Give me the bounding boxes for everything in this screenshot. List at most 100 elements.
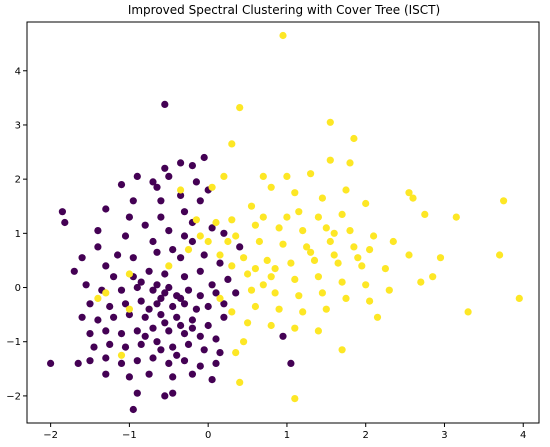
x-tick-label: −2 bbox=[43, 430, 58, 441]
scatter-point-series-1-77 bbox=[338, 346, 346, 354]
scatter-point-series-1-0 bbox=[279, 31, 287, 40]
y-tick-label: 2 bbox=[15, 175, 21, 186]
scatter-point-series-1-52 bbox=[267, 273, 275, 281]
scatter-point-series-1-98 bbox=[224, 237, 232, 246]
scatter-point-series-0-127 bbox=[141, 332, 149, 340]
scatter-point-series-1-99 bbox=[251, 265, 259, 273]
scatter-point-series-1-57 bbox=[385, 286, 393, 294]
scatter-point-series-1-27 bbox=[275, 224, 283, 232]
scatter-point-series-0-99 bbox=[133, 357, 141, 365]
scatter-point-series-1-82 bbox=[102, 289, 110, 297]
scatter-point-series-1-28 bbox=[299, 227, 307, 235]
scatter-point-series-0-89 bbox=[121, 343, 130, 351]
scatter-point-series-0-12 bbox=[196, 197, 204, 205]
scatter-point-series-0-34 bbox=[177, 254, 185, 262]
scatter-point-series-0-106 bbox=[125, 373, 133, 381]
scatter-point-series-1-89 bbox=[212, 218, 220, 227]
scatter-point-series-1-19 bbox=[314, 213, 322, 221]
scatter-point-series-0-37 bbox=[236, 243, 244, 251]
scatter-point-series-0-94 bbox=[200, 346, 208, 354]
scatter-point-series-0-130 bbox=[188, 324, 196, 332]
scatter-point-series-0-1 bbox=[177, 159, 185, 167]
scatter-point-series-0-108 bbox=[169, 373, 177, 381]
scatter-point-series-0-63 bbox=[153, 300, 161, 308]
scatter-point-series-0-118 bbox=[169, 389, 177, 397]
scatter-point-series-1-3 bbox=[350, 134, 358, 143]
scatter-point-series-1-64 bbox=[366, 297, 374, 305]
scatter-point-series-1-14 bbox=[342, 186, 350, 194]
scatter-point-series-1-18 bbox=[295, 208, 303, 216]
scatter-point-series-0-38 bbox=[224, 275, 232, 283]
scatter-point-series-1-81 bbox=[117, 351, 126, 359]
scatter-point-series-0-40 bbox=[220, 300, 228, 308]
scatter-point-series-0-109 bbox=[188, 370, 196, 378]
scatter-point-series-0-58 bbox=[212, 289, 220, 297]
scatter-point-series-0-10 bbox=[157, 197, 165, 205]
scatter-point-series-0-100 bbox=[149, 354, 157, 362]
scatter-point-series-0-81 bbox=[133, 327, 141, 335]
scatter-point-series-0-66 bbox=[192, 305, 200, 313]
scatter-point-series-1-6 bbox=[259, 172, 267, 180]
scatter-point-series-1-13 bbox=[318, 194, 326, 202]
scatter-point-series-1-11 bbox=[267, 183, 275, 191]
scatter-point-series-1-41 bbox=[436, 254, 445, 262]
scatter-point-series-1-56 bbox=[362, 281, 370, 289]
scatter-point-series-1-59 bbox=[247, 286, 256, 294]
scatter-point-series-0-8 bbox=[133, 172, 141, 180]
x-tick-label: 1 bbox=[284, 430, 290, 441]
scatter-point-series-0-103 bbox=[196, 362, 204, 370]
scatter-point-series-0-2 bbox=[161, 164, 169, 172]
scatter-point-series-1-72 bbox=[244, 319, 252, 327]
scatter-point-series-1-58 bbox=[417, 278, 425, 286]
scatter-point-series-1-35 bbox=[303, 243, 311, 251]
scatter-point-series-1-102 bbox=[307, 248, 315, 256]
scatter-point-series-1-44 bbox=[263, 256, 271, 264]
scatter-point-series-0-125 bbox=[161, 319, 169, 327]
scatter-point-series-0-45 bbox=[161, 270, 169, 278]
scatter-point-series-0-27 bbox=[149, 237, 157, 246]
scatter-point-series-1-97 bbox=[204, 237, 212, 246]
scatter-point-series-0-119 bbox=[137, 278, 145, 286]
scatter-point-series-1-21 bbox=[362, 199, 370, 208]
scatter-point-series-0-41 bbox=[70, 267, 78, 275]
scatter-point-series-0-105 bbox=[102, 370, 110, 378]
scatter-point-series-0-35 bbox=[200, 251, 208, 259]
scatter-point-series-1-2 bbox=[326, 118, 334, 126]
scatter-point-series-1-22 bbox=[421, 210, 429, 218]
scatter-point-series-1-42 bbox=[496, 251, 504, 259]
scatter-point-series-0-77 bbox=[204, 321, 212, 330]
scatter-point-series-0-51 bbox=[117, 286, 126, 294]
scatter-point-series-1-66 bbox=[251, 302, 259, 311]
scatter-point-series-0-22 bbox=[165, 227, 173, 235]
scatter-point-series-0-19 bbox=[94, 227, 102, 235]
plot-frame bbox=[26, 21, 540, 424]
scatter-point-series-1-33 bbox=[255, 237, 263, 246]
scatter-point-series-0-70 bbox=[94, 316, 102, 324]
scatter-point-series-1-15 bbox=[405, 189, 413, 197]
scatter-point-series-0-111 bbox=[133, 389, 141, 397]
scatter-point-series-0-29 bbox=[94, 243, 102, 251]
scatter-point-series-0-120 bbox=[153, 281, 161, 289]
chart-title: Improved Spectral Clustering with Cover … bbox=[128, 3, 440, 17]
scatter-point-series-0-90 bbox=[137, 340, 145, 348]
scatter-point-series-0-79 bbox=[102, 327, 110, 335]
scatter-point-series-1-55 bbox=[338, 278, 346, 286]
scatter-point-series-1-12 bbox=[291, 189, 299, 197]
scatter-point-series-0-14 bbox=[149, 178, 157, 186]
scatter-point-series-0-36 bbox=[216, 259, 224, 267]
scatter-point-series-1-61 bbox=[295, 292, 303, 300]
scatter-point-series-1-51 bbox=[244, 270, 252, 278]
scatter-point-series-0-88 bbox=[106, 340, 114, 348]
scatter-point-series-0-9 bbox=[129, 197, 137, 205]
scatter-point-series-1-75 bbox=[314, 327, 322, 335]
scatter-point-series-1-9 bbox=[326, 156, 334, 164]
scatter-point-series-0-33 bbox=[153, 248, 161, 256]
scatter-point-series-1-38 bbox=[366, 246, 374, 254]
scatter-point-series-0-131 bbox=[114, 251, 122, 259]
scatter-point-series-0-96 bbox=[86, 357, 94, 365]
scatter-point-series-1-90 bbox=[216, 251, 224, 259]
scatter-point-series-0-126 bbox=[177, 321, 185, 330]
scatter-point-series-0-64 bbox=[169, 302, 177, 311]
scatter-point-series-1-94 bbox=[192, 216, 200, 224]
scatter-point-series-1-10 bbox=[346, 159, 354, 167]
